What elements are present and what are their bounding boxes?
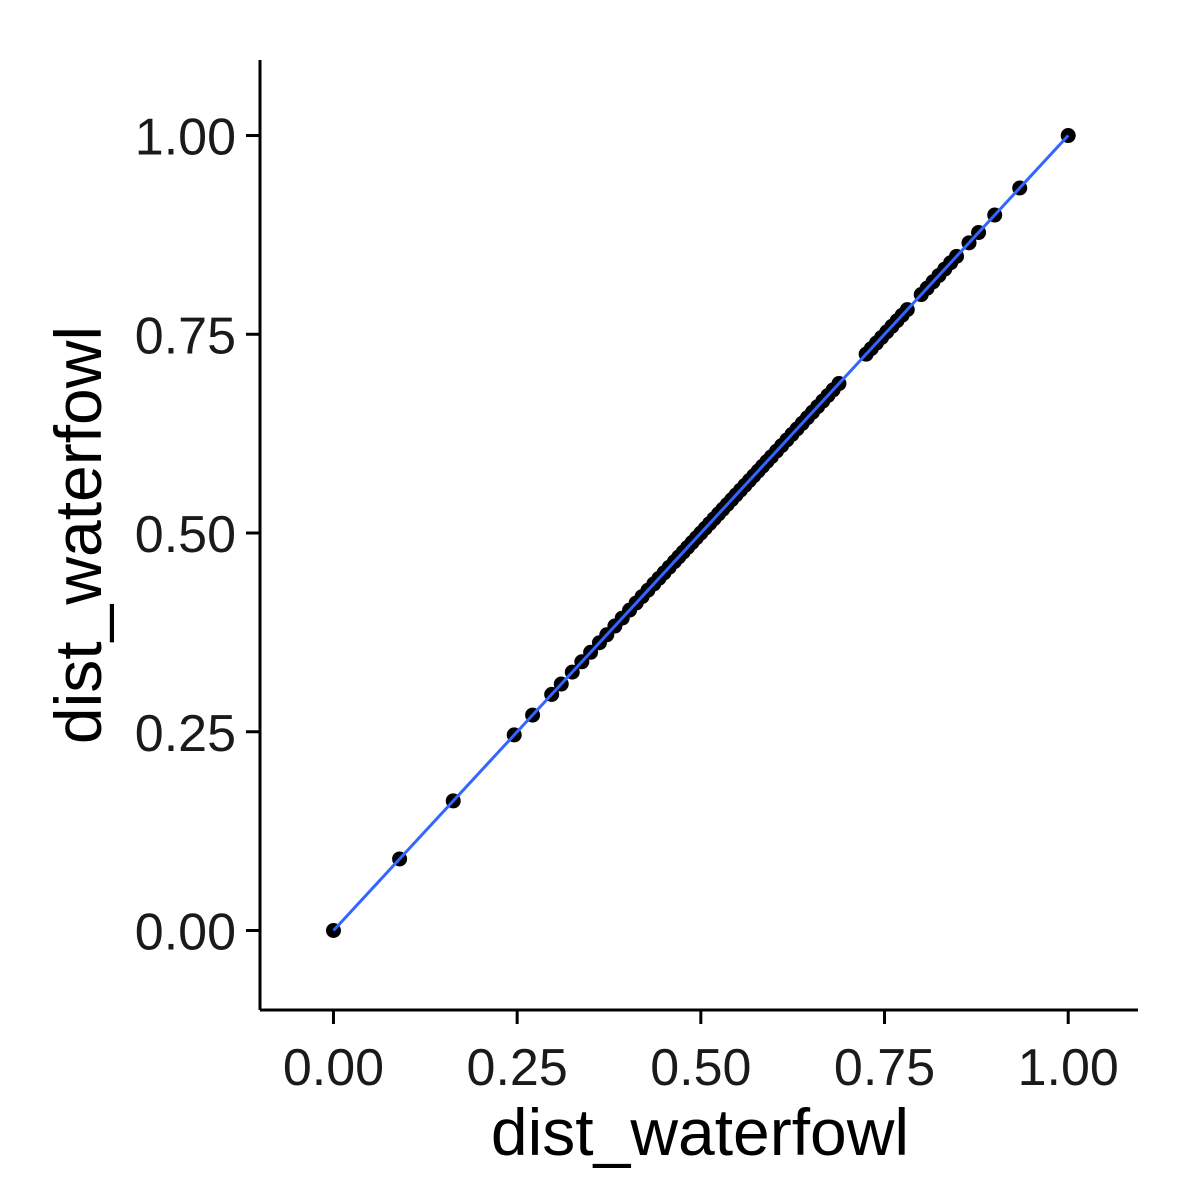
- x-axis-title: dist_waterfowl: [491, 1095, 909, 1169]
- x-tick-label: 0.25: [467, 1039, 568, 1097]
- y-tick-label: 0.25: [135, 705, 236, 763]
- y-tick-label: 1.00: [135, 109, 236, 167]
- x-tick-label: 0.50: [650, 1039, 751, 1097]
- y-axis-title: dist_waterfowl: [41, 326, 115, 744]
- x-tick-label: 1.00: [1018, 1039, 1119, 1097]
- y-tick-label: 0.75: [135, 307, 236, 365]
- fit-line-group: [332, 134, 1070, 932]
- chart-axes: [258, 60, 1138, 1012]
- y-tick-label: 0.00: [135, 904, 236, 962]
- fit-line: [332, 134, 1070, 932]
- y-tick-label: 0.50: [135, 506, 236, 564]
- x-tick-label: 0.00: [283, 1039, 384, 1097]
- x-tick-label: 0.75: [834, 1039, 935, 1097]
- chart-ticks: 0.00 0.25 0.50 0.75 1.00 0.00 0.25 0.50 0.75 1.00: [135, 109, 1119, 1097]
